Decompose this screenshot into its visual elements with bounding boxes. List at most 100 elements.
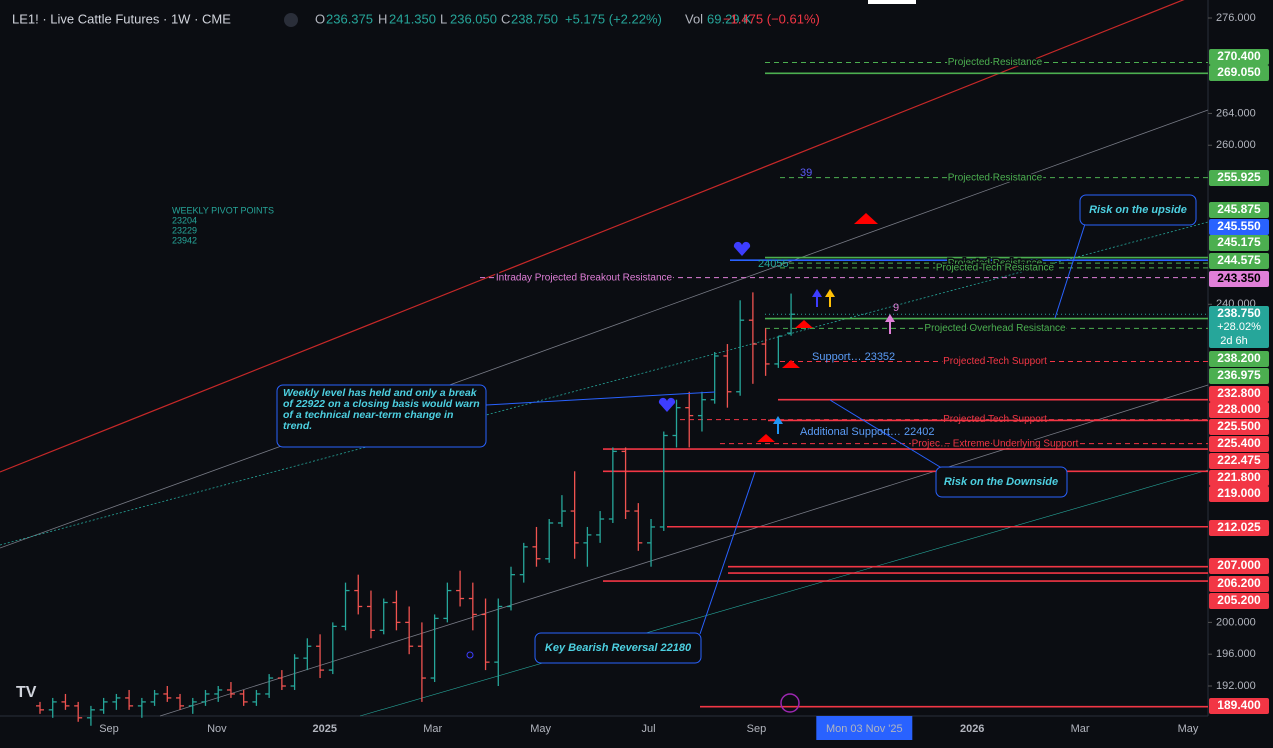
level-note: Intraday Projected Breakout Resistance	[496, 272, 673, 283]
connector	[1054, 223, 1086, 319]
y-tick-label: 192.000	[1216, 680, 1256, 692]
price-label: 245.550	[1217, 219, 1261, 233]
note-box	[534, 632, 702, 664]
note-box	[1079, 194, 1197, 226]
price-change: +28.02%	[1217, 321, 1261, 333]
y-tick-label: 260.000	[1216, 139, 1256, 151]
channel-line	[159, 384, 1209, 717]
x-tick-label: Mar	[1071, 723, 1090, 735]
change: +5.175 (+2.22%)	[565, 11, 662, 26]
price-label: 238.750	[1217, 306, 1261, 320]
ohlc-value: 241.350	[389, 11, 436, 26]
price-label-bg	[1209, 436, 1269, 452]
price-label: 255.925	[1217, 170, 1261, 184]
y-tick-label: 264.000	[1216, 107, 1256, 119]
symbol: LE1! · Live Cattle Futures · 1W · CME	[12, 11, 231, 26]
x-tick-label: May	[530, 723, 551, 735]
price-label: 232.800	[1217, 386, 1261, 400]
count: 39	[800, 167, 812, 179]
arrow-icon	[825, 289, 835, 307]
y-tick-label: 196.000	[1216, 648, 1256, 660]
x-tick-label: Jul	[641, 723, 655, 735]
x-tick-label: Mar	[423, 723, 442, 735]
connector	[699, 471, 756, 635]
note: Weekly level has held and only a break o…	[283, 388, 480, 432]
logo: TV	[16, 684, 37, 701]
price-label-bg	[1209, 49, 1269, 65]
triangle-icon	[757, 434, 775, 442]
price-label-bg	[1209, 202, 1269, 218]
price-label: 236.975	[1217, 368, 1261, 382]
channel-line	[0, 221, 1209, 546]
connector	[485, 391, 716, 406]
level-note: Additional Support… 22402	[800, 426, 935, 438]
price-label-bg	[1209, 351, 1269, 367]
level-note: Projected Tech Support	[943, 356, 1047, 367]
note-text: Risk on the upside	[1089, 204, 1187, 216]
event-icon[interactable]	[780, 693, 800, 713]
price-label: 270.400	[1217, 49, 1261, 63]
connector	[829, 399, 946, 471]
x-tick-label: Sep	[747, 723, 767, 735]
price-label-bg	[1209, 593, 1269, 609]
crosshair-label-bg	[816, 716, 913, 740]
price-label-bg	[1209, 402, 1269, 418]
ohlc-value: 238.750	[511, 11, 558, 26]
heart-icon	[733, 241, 751, 256]
ohlc-label: L	[440, 11, 447, 26]
x-tick-label: Sep	[99, 723, 119, 735]
price-label-bg	[1209, 419, 1269, 435]
x-tick-label: 2025	[313, 723, 337, 735]
price-label-bg	[1209, 368, 1269, 384]
price-label-bg	[1209, 235, 1269, 251]
y-tick-label: 200.000	[1216, 616, 1256, 628]
arrow-icon	[885, 314, 895, 334]
toolbar-tab[interactable]	[868, 0, 916, 4]
price-label-bg	[1209, 219, 1269, 235]
pivot: 23942	[172, 235, 197, 245]
level-note: Support… 23352	[812, 351, 895, 363]
level-note: Projected Resistance	[948, 172, 1043, 183]
ohlc-label: O	[315, 11, 325, 26]
price-label: 219.000	[1217, 486, 1261, 500]
price-label: 221.800	[1217, 470, 1261, 484]
ohlc-label: H	[378, 11, 387, 26]
heart-icon	[658, 397, 676, 412]
settings-icon[interactable]	[284, 13, 298, 27]
x-tick-label: Nov	[207, 723, 227, 735]
price-label: 222.475	[1217, 453, 1261, 467]
price-label-bg	[1209, 520, 1269, 536]
price-label: 228.000	[1217, 402, 1261, 416]
x-tick-label: 2026	[960, 723, 984, 735]
level-note: Projected Resistance	[948, 258, 1043, 269]
price-label: 269.050	[1217, 65, 1261, 79]
price-label-bg	[1209, 576, 1269, 592]
y-tick-label: 276.000	[1216, 12, 1256, 24]
pivot: 23229	[172, 225, 197, 235]
volume-label: Vol	[685, 11, 703, 26]
pivot-title: WEEKLY PIVOT POINTS	[172, 205, 274, 215]
price-label-bg	[1209, 698, 1269, 714]
pivot: 23204	[172, 215, 197, 225]
price-label: 238.200	[1217, 351, 1261, 365]
price-label-bg	[1209, 170, 1269, 186]
price-label: 243.350	[1217, 271, 1261, 285]
level-note: Projected Resistance	[948, 57, 1043, 68]
price-label-bg	[1209, 453, 1269, 469]
x-tick-label: May	[1178, 723, 1199, 735]
price-label: 189.400	[1217, 698, 1261, 712]
price-label-bg	[1209, 470, 1269, 486]
price-label: 212.025	[1217, 520, 1261, 534]
price-label-bg	[1209, 306, 1269, 348]
price-label-bg	[1209, 486, 1269, 502]
price-label-bg	[1209, 558, 1269, 574]
note-box	[935, 466, 1068, 498]
price-label: 245.175	[1217, 235, 1261, 249]
level-note: 24055	[758, 258, 789, 270]
channel-line	[359, 469, 1209, 717]
arrow-icon	[773, 416, 783, 434]
price-label-bg	[1209, 271, 1269, 287]
level-note: Projec… Extreme Underlying Support	[912, 438, 1079, 449]
